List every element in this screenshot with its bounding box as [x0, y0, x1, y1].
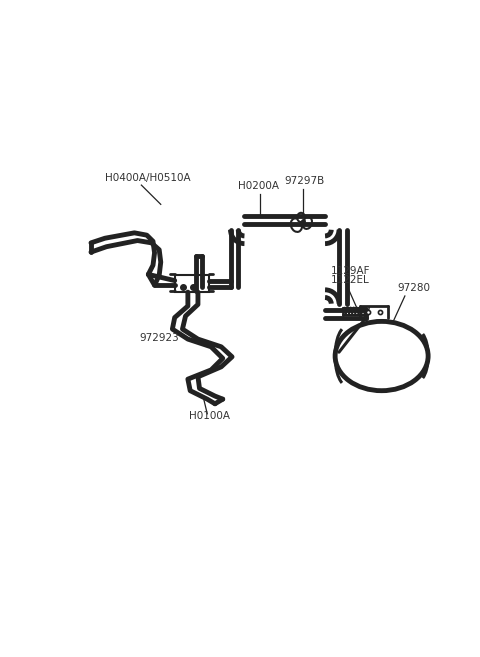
Text: H0400A/H0510A: H0400A/H0510A — [105, 173, 191, 183]
Text: H0200A: H0200A — [238, 181, 279, 191]
Text: 97297B: 97297B — [285, 176, 325, 187]
Text: H0100A: H0100A — [190, 411, 230, 421]
Bar — [175, 275, 209, 292]
Ellipse shape — [302, 217, 312, 229]
Text: 1129AF: 1129AF — [331, 265, 371, 276]
Text: 1122EL: 1122EL — [331, 275, 370, 285]
Ellipse shape — [291, 218, 302, 232]
Ellipse shape — [297, 213, 305, 222]
Text: 97280: 97280 — [397, 283, 430, 292]
Text: 972923: 972923 — [140, 332, 180, 343]
